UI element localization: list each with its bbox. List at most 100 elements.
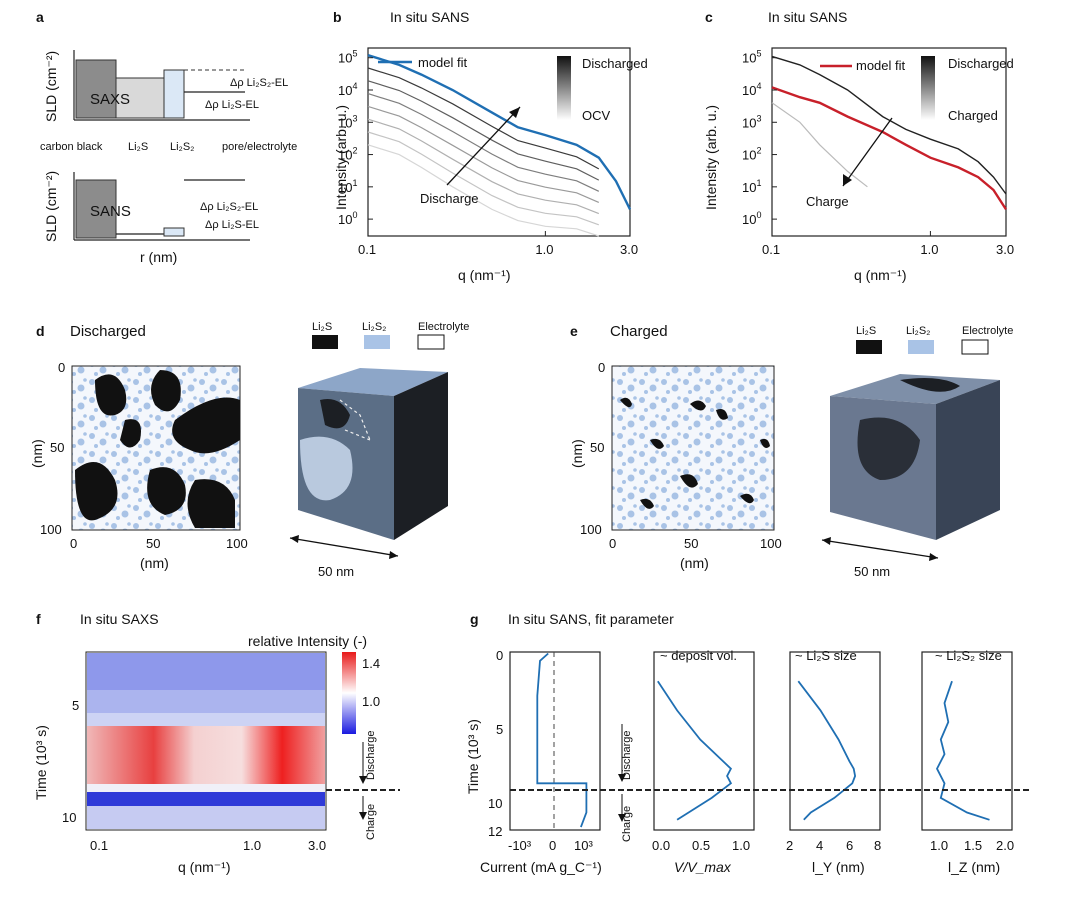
panel-letter-g: g [470, 611, 479, 627]
xlabel-b: q (nm⁻¹) [458, 267, 511, 283]
li2s-particle [620, 397, 632, 408]
current-tick-2: 10³ [574, 838, 593, 853]
carbon-block-top [75, 59, 117, 119]
region-carbon-black: carbon black [40, 141, 103, 153]
series-line-current [536, 652, 588, 828]
scale-arrowhead-d [290, 535, 299, 543]
sub2-tick-1: 4 [816, 838, 823, 853]
ytick-e-1: 50 [590, 440, 604, 455]
bar-top-c: Discharged [948, 56, 1014, 71]
sub2-tick-0: 2 [786, 838, 793, 853]
saxs-label: SAXS [90, 91, 130, 108]
x-tick-label: 0.1 [358, 242, 376, 257]
legend-li2s-e: Li₂S [856, 325, 876, 337]
frame-li2s [789, 651, 881, 831]
panel-letter-c: c [705, 9, 713, 25]
xtick-f-0: 0.1 [90, 838, 108, 853]
colorbar-label-f: relative Intensity (-) [248, 633, 367, 649]
series-line-deposit-vol. [657, 680, 733, 821]
x-tick-label: 0.1 [762, 242, 780, 257]
panel-g: g In situ SANS, fit parameter ~ deposit … [465, 611, 1030, 875]
li2s-particle [680, 474, 698, 488]
xtick-f-1: 1.0 [243, 838, 261, 853]
discharge-label-f: Discharge [365, 730, 377, 780]
x-tick-label: 3.0 [996, 242, 1014, 257]
cube-feature [320, 399, 350, 429]
curves-c [771, 55, 1008, 211]
cb-tick-3: 1.0 [362, 694, 380, 709]
sub2-tick-3: 8 [874, 838, 881, 853]
heatmap-region [87, 690, 325, 726]
li2s-particle [120, 419, 141, 448]
delta-li2s-bottom: Δρ Li₂S-EL [205, 219, 259, 231]
legend-swatch-li2s2-e [908, 340, 934, 354]
sub2-tick-2: 6 [846, 838, 853, 853]
heatmap-region-red [87, 726, 325, 784]
xtick-d-0: 0 [70, 536, 77, 551]
li2s-particle [650, 438, 664, 449]
legend-li2s-d: Li₂S [312, 321, 332, 333]
li2s-particle [75, 462, 118, 521]
ytick-d-0: 0 [58, 360, 65, 375]
delta-li2s2-top: Δρ Li₂S₂-EL [230, 77, 288, 89]
ytick-g-2: 10 [488, 796, 502, 811]
frame-li2s2 [921, 651, 1013, 831]
sub1-tick-0: 0.0 [652, 838, 670, 853]
cube-side-d [394, 372, 448, 540]
panel-letter-b: b [333, 9, 342, 25]
li2s-particle [690, 400, 706, 411]
panel-c: c In situ SANS model fit Discharged Char… [703, 9, 1014, 283]
y-tick-label: 105 [742, 49, 761, 66]
panel-f: f In situ SAXS relative Intensity (-) 1.… [33, 611, 400, 875]
y-tick-label: 100 [338, 210, 357, 227]
ytick-e-0: 0 [598, 360, 605, 375]
panel-b: b In situ SANS model fit Discharged OCV … [333, 9, 648, 283]
plot-frame-c [771, 47, 1007, 237]
sub3-tick-2: 2.0 [996, 838, 1014, 853]
colorbar-f [342, 652, 356, 734]
series-line-li2s-size [797, 680, 857, 821]
panel-e: e Charged 0 50 100 0 50 100 (nm) (nm) Li… [569, 323, 1013, 579]
cube-feature [300, 436, 353, 501]
series-line-step-6 [367, 67, 600, 170]
scale-arrow-e [821, 539, 939, 559]
xlabel-e: (nm) [680, 555, 709, 571]
series-line-step-2 [367, 118, 600, 215]
legend-fit-c: model fit [856, 58, 906, 73]
series-line-li2s2-size [935, 680, 990, 821]
li2s-particle [147, 467, 186, 515]
heatmap-region [87, 806, 325, 829]
panel-letter-a: a [36, 9, 44, 25]
ytick-e-2: 100 [580, 522, 602, 537]
series-line-step-4 [367, 93, 600, 192]
y-tick-label: 101 [742, 178, 761, 195]
li2s-particle [640, 498, 654, 509]
current-tick-0: -10³ [508, 838, 532, 853]
li2s-particle [716, 409, 728, 420]
series-line-ocv [367, 144, 599, 237]
xtick-e-2: 100 [760, 536, 782, 551]
y-tick-label: 100 [742, 210, 761, 227]
cube-feature [857, 417, 920, 480]
ylabel-f: Time (10³ s) [33, 725, 49, 800]
ylabel-g: Time (10³ s) [465, 719, 481, 794]
plot-frame-b [367, 47, 631, 237]
legend-swatch-electrolyte-d [417, 334, 445, 350]
charge-label-f: Charge [365, 804, 377, 840]
arrow-label-b: Discharge [420, 191, 479, 206]
li2s-particle [172, 397, 240, 454]
ylabel-b: Intensity (arb. u.) [333, 105, 349, 210]
xtick-e-1: 50 [684, 536, 698, 551]
xtick-d-2: 100 [226, 536, 248, 551]
scale-arrowhead-e [822, 537, 831, 545]
region-li2s: Li₂S [128, 141, 148, 153]
li2s-particle [187, 479, 235, 528]
x-tick-label: 3.0 [620, 242, 638, 257]
x-tick-label: 1.0 [920, 242, 938, 257]
xlabel-c: q (nm⁻¹) [854, 267, 907, 283]
li2s-particle [95, 374, 127, 416]
x-tick-label: 1.0 [535, 242, 553, 257]
sub1-title: ~ deposit vol. [660, 648, 737, 663]
